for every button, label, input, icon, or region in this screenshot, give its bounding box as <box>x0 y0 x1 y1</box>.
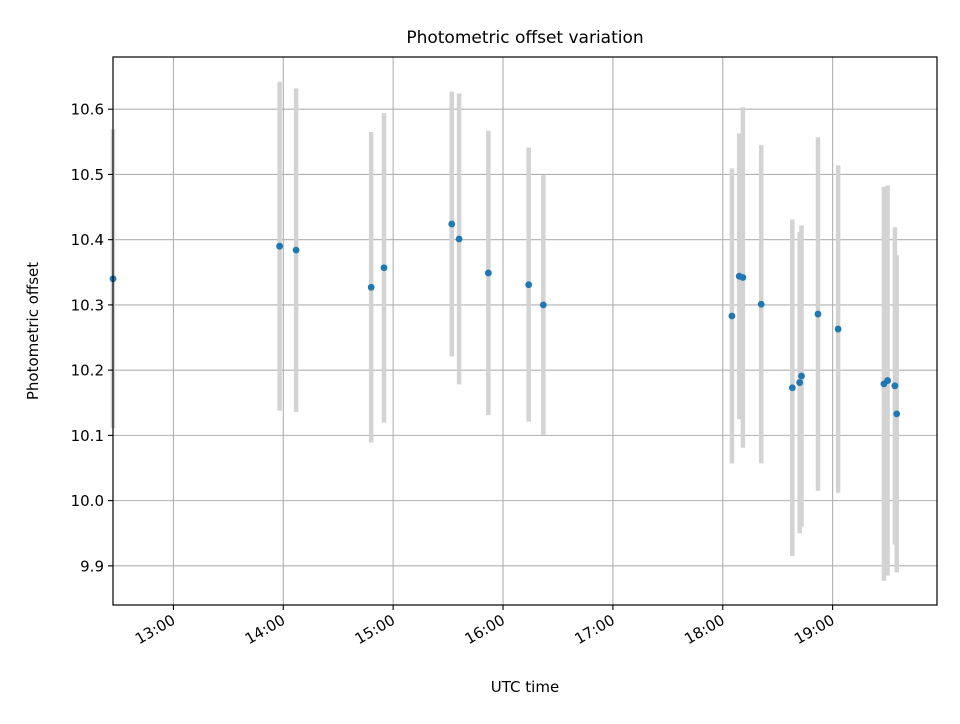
y-axis-label: Photometric offset <box>24 262 42 400</box>
y-tick-label: 10.2 <box>71 362 104 380</box>
y-tick-label: 10.5 <box>71 166 104 184</box>
point-layer <box>109 220 901 418</box>
x-axis-label: UTC time <box>491 678 559 696</box>
data-point <box>893 410 901 418</box>
data-point <box>380 264 388 272</box>
chart-title: Photometric offset variation <box>406 28 643 48</box>
data-point <box>891 382 899 390</box>
data-point <box>455 235 463 243</box>
data-point <box>814 310 822 318</box>
data-point <box>796 379 804 386</box>
data-point <box>739 274 747 281</box>
y-tick-label: 10.0 <box>71 492 104 510</box>
data-point <box>525 281 533 289</box>
data-point <box>884 377 891 384</box>
data-point <box>367 283 375 291</box>
data-point <box>539 301 547 309</box>
y-tick-label: 9.9 <box>80 557 104 575</box>
y-tick-label: 10.4 <box>71 231 104 249</box>
y-tick-label: 10.6 <box>71 101 104 119</box>
data-point <box>834 325 842 333</box>
data-point <box>728 312 736 320</box>
data-point <box>798 372 805 380</box>
y-tick-label: 10.1 <box>71 427 104 445</box>
data-point <box>757 300 765 308</box>
grid-layer <box>113 57 937 605</box>
data-point <box>448 220 456 228</box>
data-point <box>292 246 300 254</box>
data-point <box>276 242 284 250</box>
y-tick-label: 10.3 <box>71 296 104 314</box>
data-point <box>788 384 796 392</box>
data-point <box>484 269 492 277</box>
axes-frame <box>112 56 938 606</box>
